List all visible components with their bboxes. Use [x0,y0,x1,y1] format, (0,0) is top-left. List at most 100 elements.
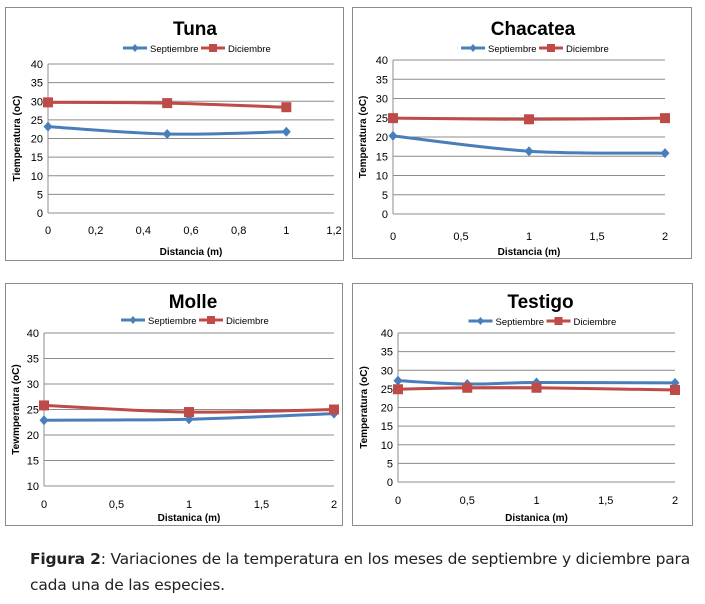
x-tick-label: 0 [41,499,47,511]
data-point-diciembre [329,404,339,415]
x-tick-label: 1 [283,225,289,237]
data-point-diciembre [660,113,670,124]
data-point-diciembre [670,384,680,395]
chart-title: Chacatea [491,19,576,40]
y-tick-label: 25 [381,384,393,396]
legend-marker-diciembre [547,44,555,52]
series-line-diciembre [397,386,676,392]
legend-label-diciembre: Diciembre [574,317,617,328]
chart-panel-tuna: Tuna 0 5 10 15 20 25 30 35 40 0 0,2 0,4 0,6 0,8 1 1,2 Dis… [5,7,344,261]
x-tick-label: 0,6 [183,225,198,237]
y-tick-label: 5 [37,189,43,201]
x-tick-label: 2 [331,499,337,511]
y-tick-label: 40 [381,328,393,340]
chart-chacatea: Chacatea 0 5 10 15 20 25 30 35 40 0 0,5 1 1,5 2 Distanc… [358,19,670,258]
chart-molle: Molle 10 15 20 25 30 35 40 0 0,5 1 1,5 2 Distanica (m… [11,292,339,524]
data-point-diciembre [462,382,473,393]
x-axis-label: Distanica (m) [505,513,568,524]
y-tick-label: 10 [31,171,43,183]
legend-marker-septiembre [469,44,477,52]
chart-panel-molle: Molle 10 15 20 25 30 35 40 0 0,5 1 1,5 2 Distanica (m… [5,283,343,526]
x-tick-label: 0,5 [109,499,124,511]
data-point-diciembre [39,400,49,411]
chart-panel-chacatea: Chacatea 0 5 10 15 20 25 30 35 40 0 0,5 1 1,5 2 Distanc… [352,7,692,259]
data-point-septiembre [162,129,172,140]
y-tick-label: 5 [387,458,393,470]
y-tick-label: 20 [376,132,388,144]
data-point-diciembre [524,114,534,125]
y-tick-label: 15 [381,421,393,433]
data-point-diciembre [43,97,53,108]
y-tick-label: 40 [27,328,39,340]
legend-marker-diciembre [554,317,563,325]
y-tick-label: 35 [31,78,43,90]
data-point-septiembre [281,126,291,137]
y-tick-label: 30 [27,379,39,391]
y-tick-label: 40 [376,55,388,67]
y-tick-label: 20 [381,403,393,415]
data-point-diciembre [531,382,542,393]
legend-marker-septiembre [477,317,484,325]
x-tick-label: 1,5 [254,499,269,511]
x-tick-label: 2 [662,231,668,243]
data-point-diciembre [393,384,403,395]
x-tick-label: 1,5 [589,231,604,243]
y-tick-label: 15 [376,151,388,163]
legend-label-diciembre: Diciembre [226,316,269,327]
y-tick-label: 5 [382,190,388,202]
x-tick-label: 0,5 [460,495,475,507]
y-axis-label: Tewmperatura (oC) [11,364,22,454]
data-point-septiembre [524,146,534,157]
y-axis-label: Temperatura (oC) [359,366,370,449]
data-point-diciembre [388,113,398,124]
x-tick-label: 1,2 [326,225,341,237]
x-tick-label: 0 [390,231,396,243]
chart-tuna: Tuna 0 5 10 15 20 25 30 35 40 0 0,2 0,4 0,6 0,8 1 1,2 Dis… [12,19,342,258]
legend-marker-diciembre [207,316,215,324]
y-tick-label: 15 [31,152,43,164]
legend-label-septiembre: Septiembre [488,44,537,55]
caption-label: Figura 2 [30,550,101,568]
x-axis-label: Distanica (m) [158,513,221,524]
y-tick-label: 25 [27,405,39,417]
chart-testigo: Testigo 0 5 10 15 20 25 30 35 40 0 0,5 1 1,5 2 Distanic… [359,292,680,524]
y-tick-label: 30 [381,365,393,377]
figure-caption: Figura 2: Variaciones de la temperatura … [30,546,690,598]
y-axis-label: Tiemperatura (oC) [12,96,23,182]
data-point-diciembre [162,98,173,109]
legend-label-septiembre: Septiembre [150,44,199,55]
x-tick-label: 1 [186,499,192,511]
legend-marker-septiembre [131,44,139,52]
data-point-septiembre [39,415,49,426]
y-axis-label: Temperatura (oC) [358,96,369,179]
x-axis-label: Distancia (m) [160,247,223,258]
y-tick-label: 35 [27,354,39,366]
legend-label-septiembre: Septiembre [496,317,545,328]
y-tick-label: 10 [381,440,393,452]
y-tick-label: 10 [376,171,388,183]
chart-title: Molle [169,292,218,313]
x-tick-label: 1,5 [598,495,613,507]
caption-text: : Variaciones de la temperatura en los m… [30,550,690,594]
legend-marker-diciembre [209,44,217,52]
x-tick-label: 0 [395,495,401,507]
data-point-septiembre [43,121,53,132]
y-tick-label: 20 [31,134,43,146]
y-tick-label: 0 [382,209,388,221]
legend-label-septiembre: Septiembre [148,316,197,327]
y-tick-label: 25 [31,115,43,127]
y-tick-label: 30 [376,94,388,106]
y-tick-label: 0 [387,477,393,489]
data-point-diciembre [281,102,292,113]
x-tick-label: 0,4 [136,225,151,237]
data-point-septiembre [393,375,403,386]
x-tick-label: 0,2 [88,225,103,237]
y-tick-label: 35 [376,74,388,86]
data-point-septiembre [660,148,670,159]
x-tick-label: 1 [533,495,539,507]
legend-label-diciembre: Diciembre [228,44,271,55]
chart-panel-testigo: Testigo 0 5 10 15 20 25 30 35 40 0 0,5 1 1,5 2 Distanic… [352,283,693,526]
y-tick-label: 40 [31,59,43,71]
x-tick-label: 1 [526,231,532,243]
y-tick-label: 15 [27,456,39,468]
